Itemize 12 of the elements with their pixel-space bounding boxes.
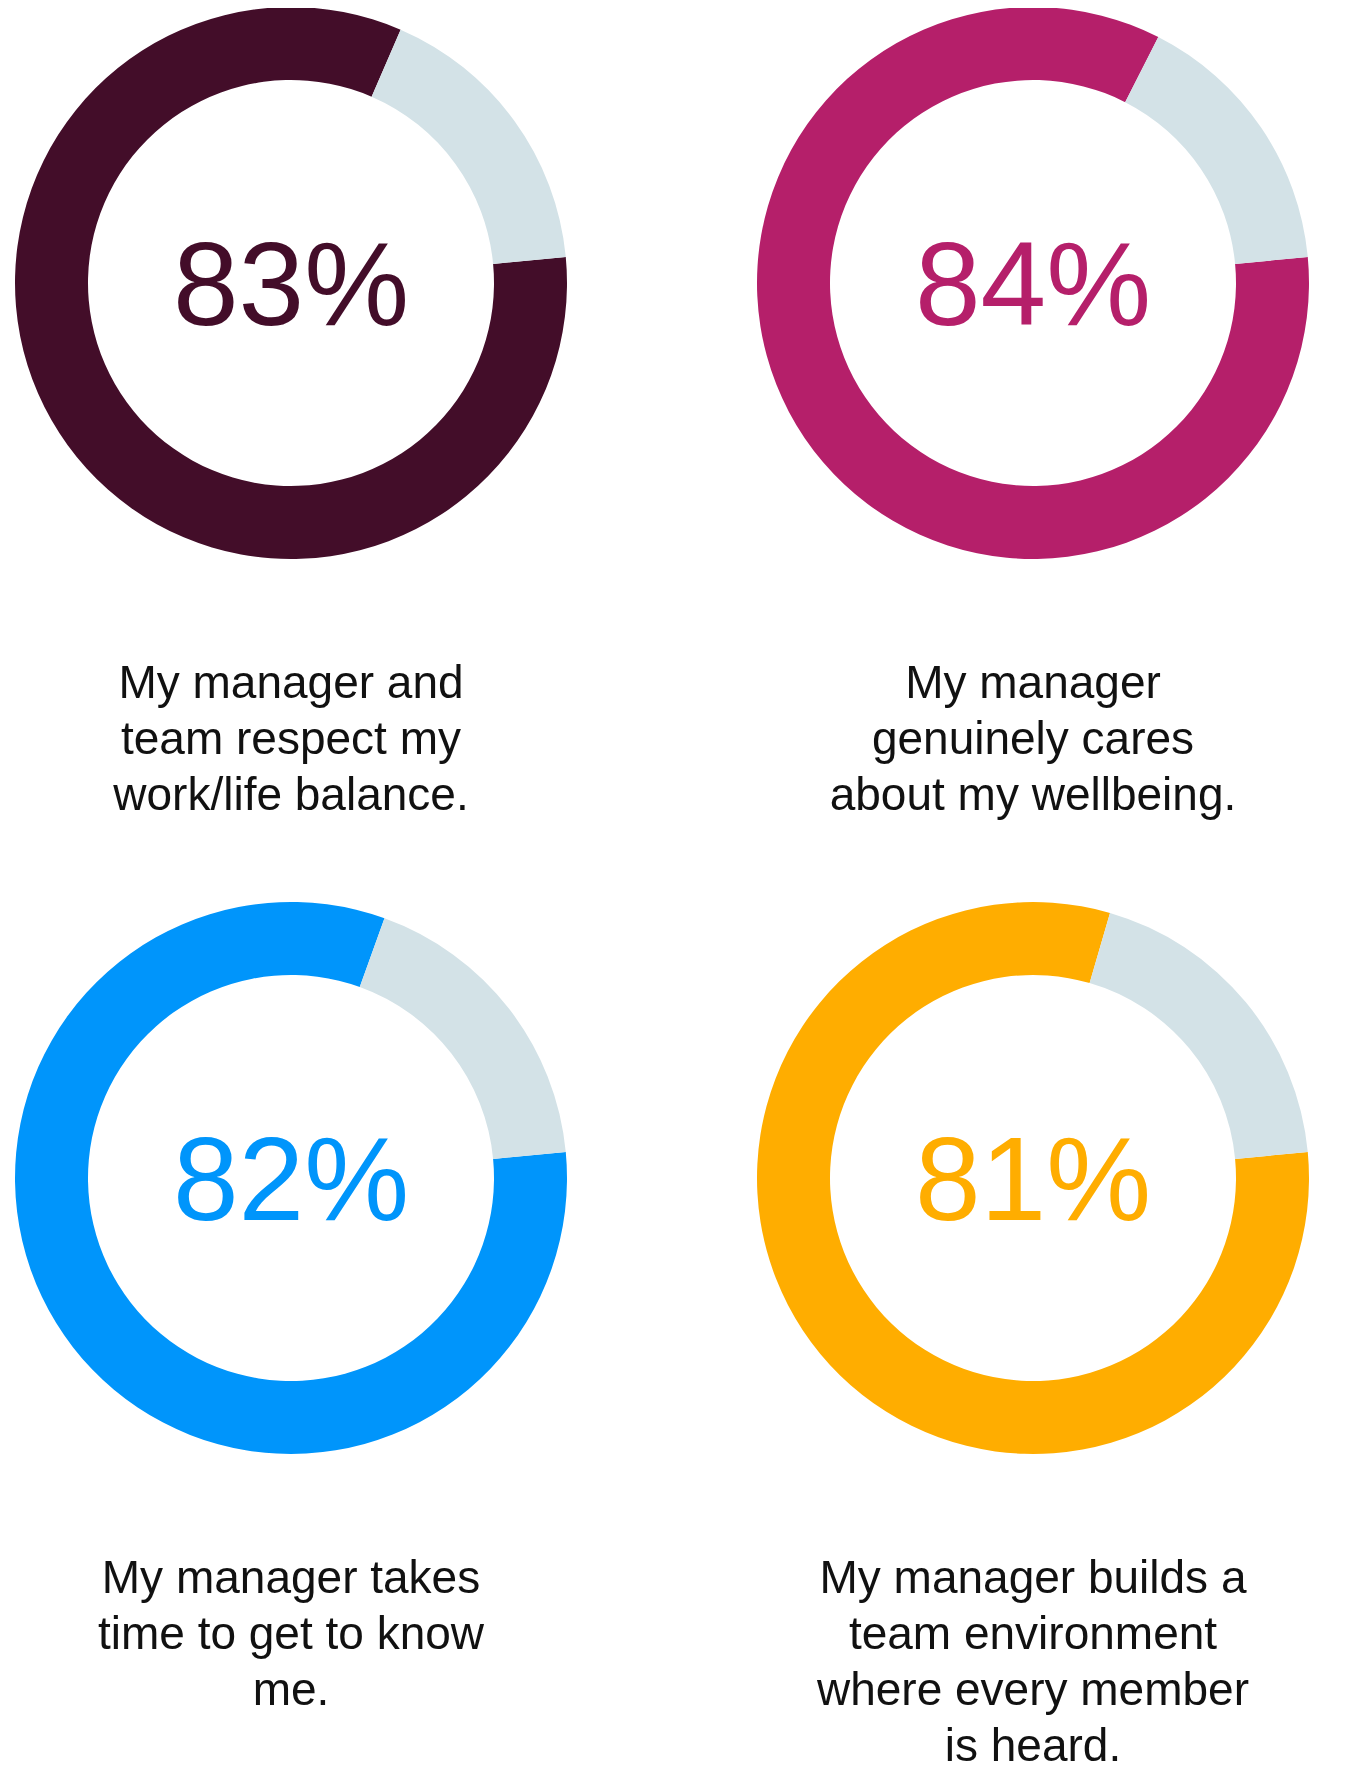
donut-slice — [757, 902, 1309, 1454]
text: My manager and team respect my work/life balance. — [112, 656, 469, 820]
donut-slice — [757, 8, 1309, 559]
donut-slice — [15, 902, 567, 1454]
data-label: 83% — [172, 218, 410, 351]
data-label: 84% — [914, 218, 1152, 351]
data-label: 81% — [914, 1113, 1152, 1246]
text: My manager takes time to get to know me. — [97, 1551, 485, 1715]
text: My manager builds a team environment where every member is heard. — [815, 1551, 1250, 1771]
donut-slice — [15, 8, 567, 559]
text: My manager genuinely cares about my wellbeing. — [829, 656, 1237, 820]
data-label: 82% — [172, 1113, 410, 1246]
